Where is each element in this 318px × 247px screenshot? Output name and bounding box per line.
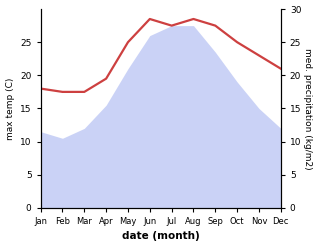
Y-axis label: max temp (C): max temp (C) <box>5 77 15 140</box>
Y-axis label: med. precipitation (kg/m2): med. precipitation (kg/m2) <box>303 48 313 169</box>
X-axis label: date (month): date (month) <box>122 231 200 242</box>
